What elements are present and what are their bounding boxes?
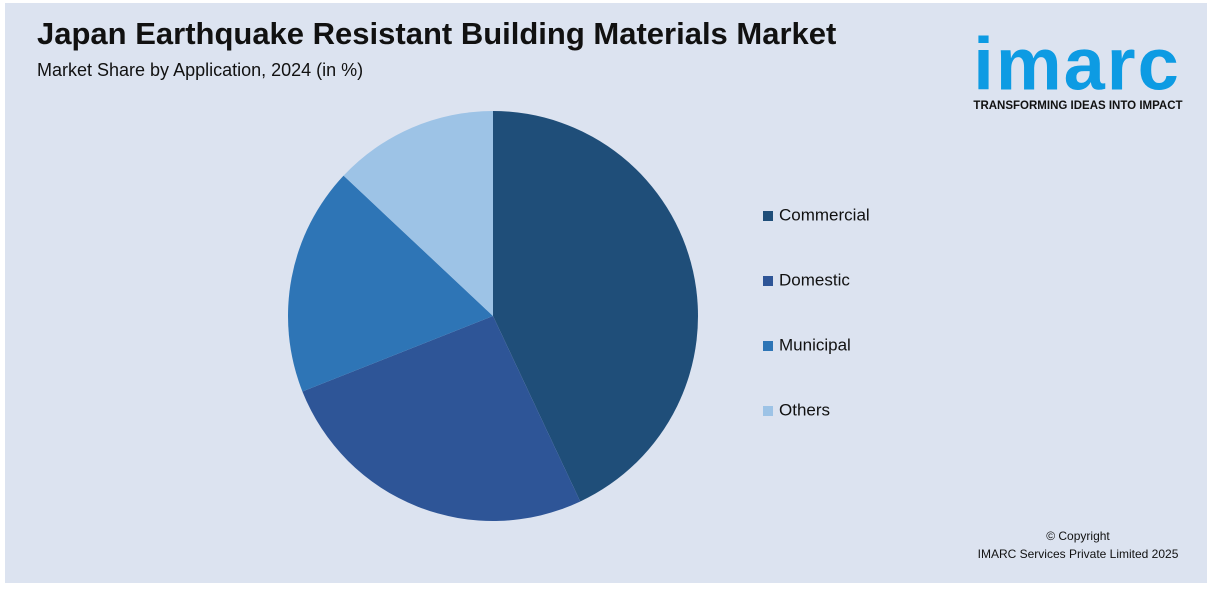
legend-label: Commercial [779, 205, 870, 224]
legend-swatch [763, 211, 773, 221]
legend-swatch [763, 276, 773, 286]
pie-slice [493, 111, 699, 502]
copyright: © Copyright [1046, 529, 1110, 543]
legend-swatch [763, 406, 773, 416]
pie-slice [302, 316, 581, 521]
pie-slice [288, 175, 493, 392]
legend-label: Domestic [779, 270, 850, 289]
chart-title: Japan Earthquake Resistant Building Mate… [37, 16, 836, 51]
legend-label: Others [779, 400, 830, 419]
legend-label: Municipal [779, 335, 851, 354]
logo: imarc [973, 23, 1180, 106]
copyright-owner: IMARC Services Private Limited 2025 [978, 547, 1179, 561]
legend-swatch [763, 341, 773, 351]
chart-subtitle: Market Share by Application, 2024 (in %) [37, 60, 363, 80]
pie-slice [343, 111, 493, 316]
logo-tagline: TRANSFORMING IDEAS INTO IMPACT [973, 100, 1182, 112]
